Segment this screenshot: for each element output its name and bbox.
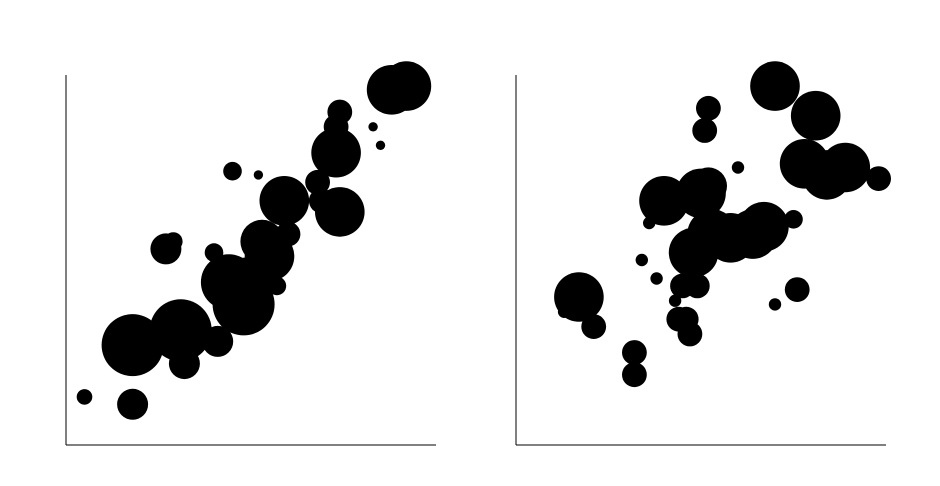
scatter-point	[622, 362, 647, 388]
scatter-point	[650, 272, 663, 285]
scatter-point	[639, 176, 689, 226]
scatter-point	[101, 314, 164, 377]
scatter-panel-2	[515, 61, 891, 446]
scatter-point	[168, 348, 200, 380]
scatter-point	[305, 169, 330, 195]
scatter-point	[557, 305, 571, 318]
scatter-points	[554, 61, 891, 388]
scatter-point	[696, 95, 721, 121]
scatter-point	[117, 388, 149, 420]
scatter-point	[677, 321, 703, 347]
scatter-point	[668, 294, 682, 307]
scatter-point	[375, 140, 386, 150]
scatter-panel-1	[65, 61, 436, 446]
scatter-point	[731, 161, 745, 174]
scatter-point	[790, 90, 841, 141]
scatter-point	[245, 309, 264, 329]
scatter-point	[820, 142, 871, 193]
scatter-point	[581, 314, 607, 339]
scatter-point	[267, 276, 287, 296]
scatter-point	[381, 61, 432, 111]
scatter-point	[202, 325, 234, 357]
scatter-point	[784, 210, 803, 229]
scatter-point	[253, 170, 264, 180]
scatter-point	[635, 253, 648, 267]
scatter-point	[315, 187, 365, 237]
scatter-point	[368, 122, 378, 132]
scatter-point	[684, 273, 710, 299]
scatter-point	[149, 299, 212, 362]
scatter-point	[223, 161, 242, 181]
scatter-point	[275, 221, 301, 247]
scatter-point	[784, 277, 810, 302]
scatter-point	[739, 201, 789, 252]
scatter-point	[622, 340, 647, 365]
scatter-point	[76, 389, 93, 405]
scatter-point	[750, 61, 800, 111]
scatter-point	[259, 176, 310, 226]
scatter-point	[689, 167, 728, 205]
scatter-point	[164, 232, 183, 251]
scatter-points	[76, 61, 432, 420]
scatter-point	[240, 219, 284, 264]
scatter-point	[768, 298, 782, 311]
scatter-point	[327, 99, 353, 125]
scatter-point	[311, 127, 361, 178]
scatter-point	[692, 118, 718, 143]
scatter-point	[866, 166, 891, 192]
